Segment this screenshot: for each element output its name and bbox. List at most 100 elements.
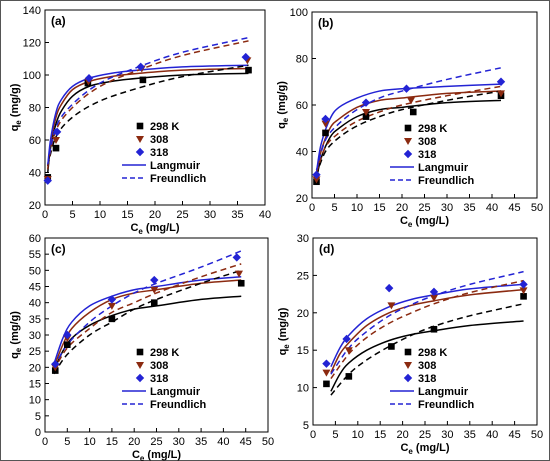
data-point-308: [519, 287, 528, 295]
data-point-308: [321, 120, 330, 128]
panel-label: (a): [51, 14, 66, 28]
x-tick-label: 25: [176, 209, 188, 221]
data-point-308: [344, 347, 353, 355]
x-tick-label: 15: [106, 436, 118, 448]
x-tick-label: 40: [486, 202, 498, 214]
data-point-318: [342, 334, 351, 344]
legend-marker-298k: [136, 122, 144, 130]
x-tick-label: 5: [331, 202, 337, 214]
langmuir-fit-curve: [330, 320, 524, 392]
y-tick-label: 20: [296, 193, 308, 205]
y-tick-label: 140: [23, 5, 41, 17]
data-point-318: [402, 84, 411, 93]
legend-marker-298k: [136, 348, 144, 356]
data-point-298k: [139, 76, 147, 84]
x-tick-label: 20: [149, 209, 161, 221]
x-axis-label: Ce (mg/L): [400, 215, 449, 229]
panel-label: (d): [319, 242, 334, 256]
data-point-298k: [322, 129, 329, 137]
data-point-298k: [323, 380, 330, 388]
x-tick-label: 50: [531, 429, 543, 441]
panel-label: (c): [51, 242, 66, 256]
x-tick-label: 15: [121, 209, 133, 221]
x-tick-label: 30: [441, 429, 453, 441]
legend-marker-308: [404, 362, 412, 369]
y-tick-label: 50: [29, 265, 41, 277]
legend-marker-308: [136, 362, 144, 369]
x-axis-label: Ce (mg/L): [400, 442, 449, 456]
y-axis-label: qe (mg/g): [9, 311, 23, 359]
panel-b: 0 5 10 15 20 25 30 35 40 45 50 20 40 60 80 100 Ce (mg/L)…: [276, 7, 543, 229]
data-point-318: [312, 170, 321, 179]
y-tick-label: 20: [29, 362, 41, 374]
data-point-308: [107, 302, 116, 310]
legend-label: Langmuir: [150, 386, 201, 398]
langmuir-fit-curve: [315, 90, 502, 175]
freundlich-fit-curve: [53, 263, 242, 371]
x-tick-label: 25: [419, 429, 431, 441]
legend-label: 308: [418, 360, 436, 372]
data-point-318: [429, 287, 439, 297]
legend-label: 318: [150, 373, 168, 385]
panel-label: (b): [318, 16, 333, 30]
y-tick-label: 120: [23, 38, 41, 50]
x-tick-label: 45: [508, 202, 520, 214]
legend-marker-298k: [404, 348, 412, 356]
y-tick-label: 15: [29, 379, 41, 391]
freundlich-fit-curve: [47, 64, 249, 167]
data-point-318: [43, 176, 52, 185]
legend-label: Freundlich: [150, 399, 207, 411]
data-point-308: [312, 176, 321, 184]
x-tick-label: 15: [374, 429, 386, 441]
legend-marker-298k: [404, 124, 412, 132]
y-tick-label: 60: [29, 135, 41, 147]
legend-label: 308: [150, 360, 168, 372]
data-point-308: [429, 294, 438, 302]
y-tick-label: 100: [290, 7, 308, 19]
panel-a: 0 5 10 15 20 25 30 35 40 20 40 60 80 100 120 140 Ce (mg/…: [9, 5, 271, 236]
data-point-298k: [52, 144, 60, 152]
data-point-318: [51, 359, 60, 369]
x-tick-label: 0: [309, 202, 315, 214]
data-point-318: [63, 330, 72, 340]
legend-label: 318: [418, 373, 436, 385]
data-point-308: [150, 286, 159, 294]
legend-label: Langmuir: [418, 386, 469, 398]
freundlich-fit-curve: [47, 36, 249, 165]
y-tick-label: 10: [29, 395, 41, 407]
y-tick-label: 80: [29, 103, 41, 115]
y-tick-label: 5: [303, 420, 309, 432]
freundlich-fit-curve: [53, 269, 242, 375]
y-tick-label: 25: [29, 346, 41, 358]
freundlich-fit-curve: [330, 270, 524, 375]
data-point-298k: [64, 341, 71, 348]
data-point-298k: [388, 343, 395, 350]
y-tick-label: 40: [29, 298, 41, 310]
data-point-298k: [245, 66, 252, 74]
data-point-298k: [108, 315, 116, 323]
data-point-298k: [237, 279, 245, 287]
legend-label: 318: [418, 149, 436, 161]
legend-marker-318: [403, 373, 413, 383]
data-point-318: [84, 74, 94, 83]
legend-label: Freundlich: [418, 399, 475, 411]
y-tick-label: 30: [29, 330, 41, 342]
data-point-308: [387, 302, 396, 310]
legend-label: Freundlich: [418, 175, 475, 187]
data-point-318: [150, 275, 159, 285]
legend-label: 318: [150, 147, 168, 159]
data-point-318: [384, 283, 394, 293]
data-point-298k: [409, 108, 417, 116]
data-point-318: [107, 295, 117, 304]
langmuir-fit-curve: [315, 83, 502, 173]
data-point-318: [52, 127, 62, 137]
legend-marker-308: [136, 136, 144, 143]
x-axis-label: Ce (mg/L): [130, 222, 179, 236]
x-tick-label: 10: [83, 436, 95, 448]
x-tick-label: 45: [240, 436, 252, 448]
